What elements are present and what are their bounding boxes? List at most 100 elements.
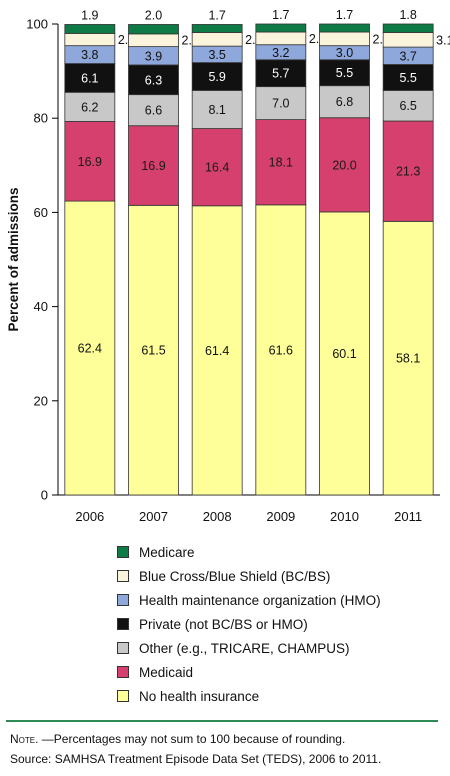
data-label: 16.9 xyxy=(141,159,165,173)
data-label: 6.2 xyxy=(81,100,98,114)
data-label: 3.1 xyxy=(436,33,450,47)
legend-label: No health insurance xyxy=(139,688,260,704)
bar-segment xyxy=(128,204,179,496)
y-tick-label: 100 xyxy=(26,17,48,32)
data-label: 5.5 xyxy=(399,71,416,85)
data-label: 6.1 xyxy=(81,71,98,85)
bar-segment xyxy=(319,211,370,496)
y-tick-label: 20 xyxy=(34,393,48,408)
data-label: 20.0 xyxy=(332,158,356,172)
footnote-lead: Note. xyxy=(10,732,39,746)
legend-item: Medicare xyxy=(117,540,381,564)
bar-segment xyxy=(382,23,434,33)
y-tick-label: 0 xyxy=(41,488,48,503)
bar-segment xyxy=(382,120,434,222)
bar-segment xyxy=(64,200,116,496)
legend-swatch xyxy=(117,642,129,654)
bar-segment xyxy=(191,24,243,33)
bar-segment xyxy=(319,85,370,119)
bar-segment xyxy=(382,64,434,91)
bar-segment xyxy=(382,220,434,496)
data-label: 1.7 xyxy=(272,8,289,22)
bar-segment xyxy=(255,23,307,33)
x-tick-label: 2006 xyxy=(75,509,104,524)
x-tick-label: 2011 xyxy=(394,509,422,524)
bar-segment xyxy=(319,23,370,33)
legend-swatch xyxy=(117,666,129,678)
data-label: 3.5 xyxy=(208,48,225,62)
legend-label: Medicare xyxy=(139,544,195,560)
bar-segment xyxy=(319,59,370,87)
data-label: 1.7 xyxy=(336,8,353,22)
bar-segment xyxy=(255,59,307,88)
y-tick-label: 80 xyxy=(34,111,48,126)
stacked-bar-chart: 0 20 40 60 80 100 Percent of admissions 62.4 16.… xyxy=(6,8,450,524)
footnote-text: —Percentages may not sum to 100 because … xyxy=(38,732,346,746)
data-label: 16.4 xyxy=(205,161,229,175)
data-label: 6.5 xyxy=(399,99,416,113)
legend-swatch xyxy=(117,570,129,582)
data-label: 61.4 xyxy=(205,344,229,358)
legend-label: Other (e.g., TRICARE, CHAMPUS) xyxy=(139,640,350,656)
data-label: 62.4 xyxy=(78,342,102,356)
data-label: 61.6 xyxy=(269,343,293,357)
bar-segment xyxy=(191,90,243,129)
y-tick-label: 40 xyxy=(34,299,48,314)
footer-divider xyxy=(6,720,438,722)
bar-segment xyxy=(64,24,116,34)
y-axis-title: Percent of admissions xyxy=(6,187,21,331)
bar-segment xyxy=(191,205,243,496)
bar-segment xyxy=(128,94,179,127)
legend-swatch xyxy=(117,690,129,702)
legend-label: Health maintenance organization (HMO) xyxy=(139,592,381,608)
data-label: 1.8 xyxy=(399,8,416,22)
legend-item: Health maintenance organization (HMO) xyxy=(117,588,381,612)
data-label: 2.0 xyxy=(145,8,162,22)
y-tick-label: 60 xyxy=(34,205,48,220)
bar-segment xyxy=(64,33,116,47)
legend-item: No health insurance xyxy=(117,684,381,708)
data-label: 6.6 xyxy=(145,104,162,118)
footnote: Note. —Percentages may not sum to 100 be… xyxy=(10,732,345,746)
legend-label: Medicaid xyxy=(139,664,194,680)
bar-segment xyxy=(191,62,243,91)
bar-segment xyxy=(128,125,179,206)
legend-swatch xyxy=(117,546,129,558)
bar-segment xyxy=(382,32,434,48)
legend-label: Private (not BC/BS or HMO) xyxy=(139,616,308,632)
data-label: 8.1 xyxy=(208,103,225,117)
data-label: 58.1 xyxy=(396,352,420,366)
bar-segment xyxy=(128,24,179,35)
data-label: 16.9 xyxy=(78,155,102,169)
legend-item: Private (not BC/BS or HMO) xyxy=(117,612,381,636)
legend-item: Medicaid xyxy=(117,660,381,684)
data-label: 5.7 xyxy=(272,67,289,81)
bar-segment xyxy=(64,121,116,202)
bar-segment xyxy=(255,86,307,121)
legend-item: Blue Cross/Blue Shield (BC/BS) xyxy=(117,564,381,588)
legend-label: Blue Cross/Blue Shield (BC/BS) xyxy=(139,568,331,584)
data-label: 18.1 xyxy=(269,156,293,170)
chart-legend: Medicare Blue Cross/Blue Shield (BC/BS) He… xyxy=(117,540,381,708)
data-label: 5.9 xyxy=(208,70,225,84)
data-label: 6.8 xyxy=(336,95,353,109)
data-label: 5.5 xyxy=(336,66,353,80)
data-label: 1.7 xyxy=(208,8,225,22)
bar-segment xyxy=(191,32,243,47)
bar-segment xyxy=(382,90,434,122)
source-note: Source: SAMHSA Treatment Episode Data Se… xyxy=(10,752,382,766)
x-tick-label: 2008 xyxy=(203,509,232,524)
data-label: 1.9 xyxy=(81,8,98,22)
data-label: 3.9 xyxy=(145,49,162,63)
bar-segment xyxy=(319,117,370,213)
data-label: 61.5 xyxy=(141,344,165,358)
data-label: 3.7 xyxy=(399,49,416,63)
data-label: 6.3 xyxy=(145,73,162,87)
data-label: 3.0 xyxy=(336,46,353,60)
data-label: 21.3 xyxy=(396,165,420,179)
x-tick-label: 2007 xyxy=(139,509,168,524)
bar-segment xyxy=(255,204,307,496)
data-label: 3.2 xyxy=(272,46,289,60)
x-tick-label: 2009 xyxy=(266,509,295,524)
bar-segment xyxy=(128,33,179,48)
